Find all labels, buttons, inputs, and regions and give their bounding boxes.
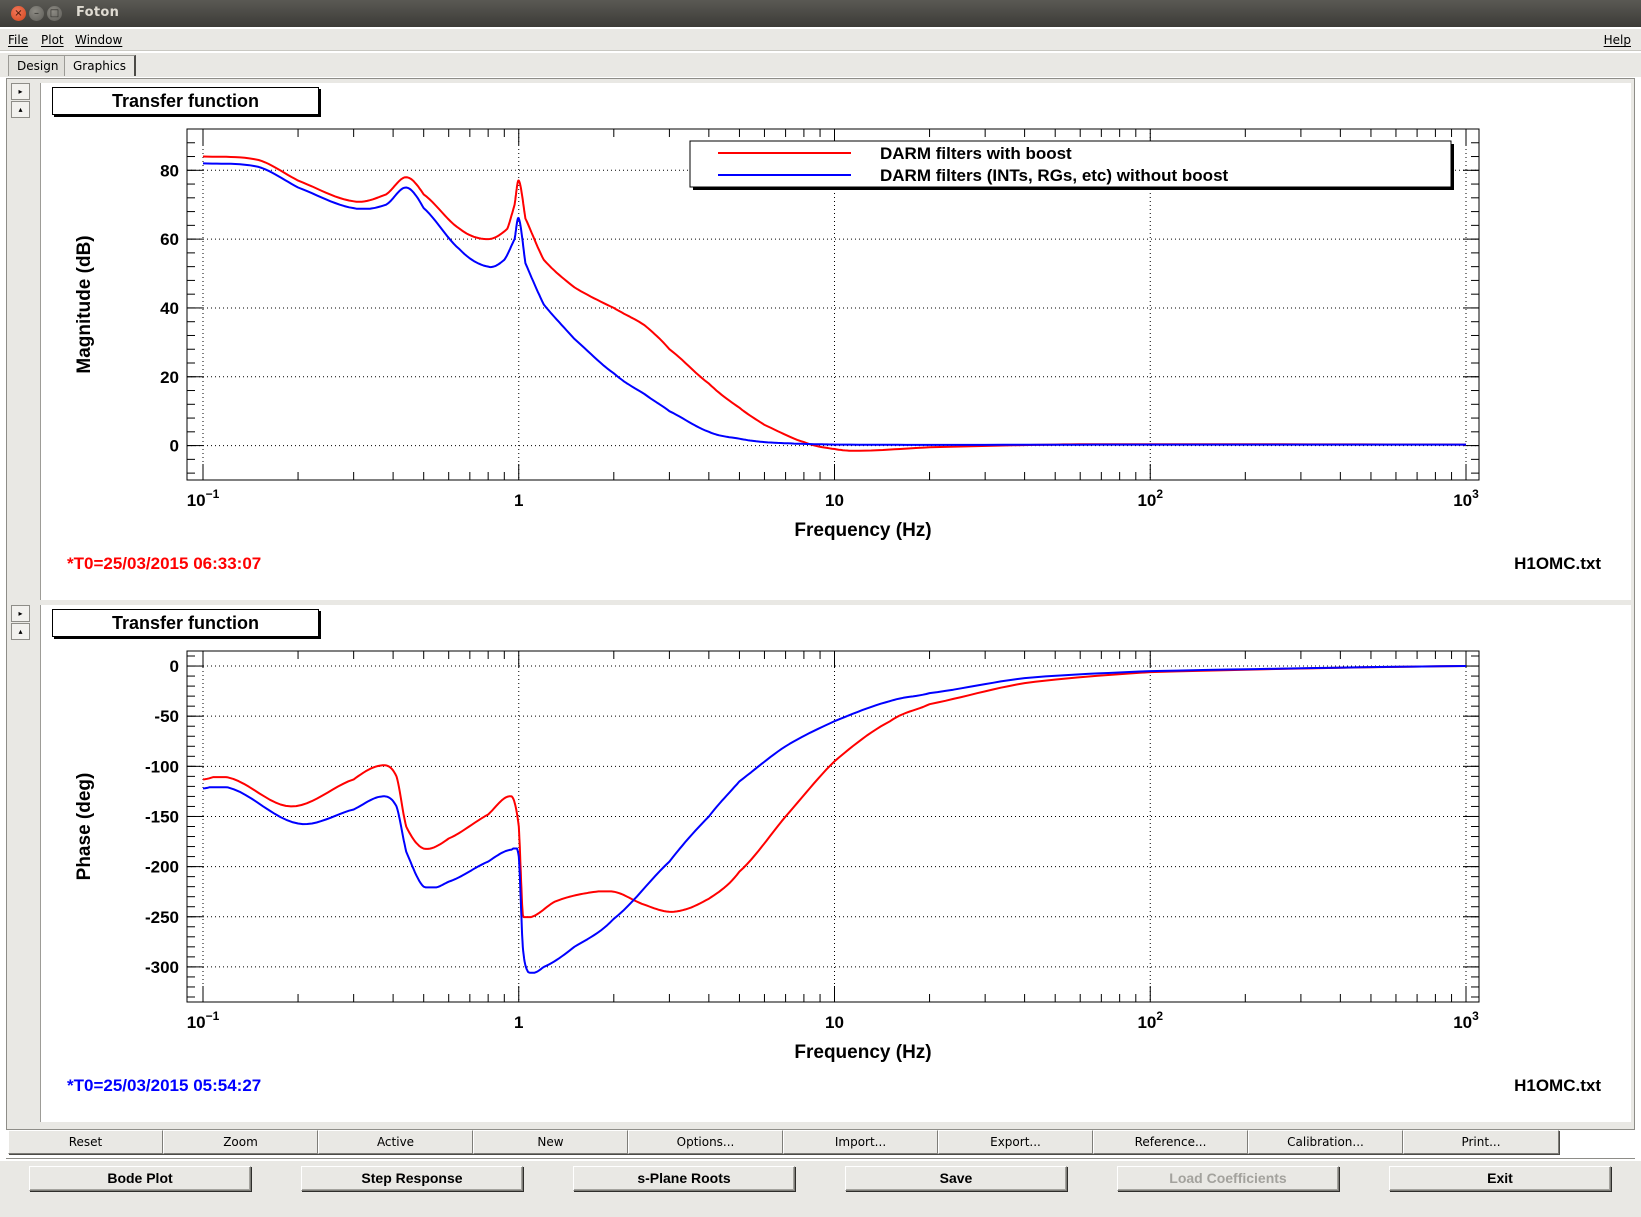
y-axis-label: Magnitude (dB) — [74, 235, 95, 373]
graphics-panel: ▸ ▴ ▸ ▴ 10−1 1 10 102 103 0 20 40 60 80 Frequency … — [6, 78, 1635, 1130]
x-tick-label: 103 — [1453, 487, 1479, 510]
graphics-toolbar: Reset Zoom Active New Options... Import.… — [8, 1130, 1633, 1155]
maximize-window-icon[interactable]: □ — [47, 6, 62, 21]
zoom-button[interactable]: Zoom — [163, 1130, 318, 1154]
x-tick-label: 10 — [825, 491, 844, 510]
x-tick-label: 1 — [514, 491, 523, 510]
series-line-without-boost — [202, 162, 1466, 446]
new-button[interactable]: New — [473, 1130, 628, 1154]
menu-plot[interactable]: Plot — [41, 33, 64, 47]
legend-entry: DARM filters with boost — [880, 144, 1072, 163]
tab-design[interactable]: Design — [8, 55, 68, 76]
magnitude-pad[interactable]: 10−1 1 10 102 103 0 20 40 60 80 Frequency (Hz) Magn… — [40, 83, 1631, 600]
export-button[interactable]: Export... — [938, 1130, 1093, 1154]
reference-button[interactable]: Reference... — [1093, 1130, 1248, 1154]
y-tick-label: 80 — [160, 161, 179, 180]
legend-entry: DARM filters (INTs, RGs, etc) without bo… — [880, 166, 1229, 185]
minimize-window-icon[interactable]: – — [29, 6, 44, 21]
options-button[interactable]: Options... — [628, 1130, 783, 1154]
save-button[interactable]: Save — [845, 1166, 1067, 1191]
x-axis-label: Frequency (Hz) — [794, 520, 931, 541]
s-plane-roots-button[interactable]: s-Plane Roots — [573, 1166, 795, 1191]
y-tick-label: 60 — [160, 230, 179, 249]
x-tick-label: 102 — [1137, 487, 1163, 510]
import-button[interactable]: Import... — [783, 1130, 938, 1154]
pad-expand-right-icon-2[interactable]: ▸ — [11, 605, 30, 622]
phase-pad-title: Transfer function — [52, 609, 319, 637]
phase-timestamp: *T0=25/03/2015 05:54:27 — [67, 1076, 262, 1095]
menu-window[interactable]: Window — [75, 33, 123, 47]
y-tick-label: -50 — [154, 707, 179, 726]
x-tick-label: 10−1 — [187, 487, 220, 510]
legend-box — [689, 140, 1452, 188]
close-window-icon[interactable]: × — [11, 6, 26, 21]
bode-plot-button[interactable]: Bode Plot — [29, 1166, 251, 1191]
y-tick-label: 0 — [170, 437, 179, 456]
tab-graphics[interactable]: Graphics — [64, 55, 136, 76]
x-tick-label: 10 — [825, 1013, 844, 1032]
phase-filename: H1OMC.txt — [1514, 1076, 1601, 1095]
tab-bar: Design Graphics — [0, 53, 1641, 77]
magnitude-pad-title: Transfer function — [52, 87, 319, 115]
y-tick-label: 40 — [160, 299, 179, 318]
menu-file[interactable]: File — [8, 33, 29, 47]
y-tick-label: 20 — [160, 368, 179, 387]
pad-collapse-up-icon-2[interactable]: ▴ — [11, 623, 30, 640]
phase-pad[interactable]: 10−1 1 10 102 103 0 -50 -100 -150 -200 -250 -300 Fre… — [40, 605, 1631, 1122]
phase-plot[interactable]: 10−1 1 10 102 103 0 -50 -100 -150 -200 -250 -300 Fre… — [41, 605, 1632, 1122]
load-coefficients-button: Load Coefficients — [1117, 1166, 1339, 1191]
x-tick-label: 1 — [514, 1013, 523, 1032]
separator — [6, 1158, 1635, 1160]
x-tick-label: 10−1 — [187, 1009, 220, 1032]
magnitude-filename: H1OMC.txt — [1514, 554, 1601, 573]
window-title: Foton — [76, 5, 120, 20]
pad-collapse-up-icon[interactable]: ▴ — [11, 101, 30, 118]
exit-button[interactable]: Exit — [1389, 1166, 1611, 1191]
series-line-without-boost — [202, 665, 1467, 974]
title-bar: × – □ Foton — [0, 0, 1641, 27]
calibration-button[interactable]: Calibration... — [1248, 1130, 1403, 1154]
pad-expand-right-icon[interactable]: ▸ — [11, 83, 30, 100]
step-response-button[interactable]: Step Response — [301, 1166, 523, 1191]
x-tick-label: 103 — [1453, 1009, 1479, 1032]
x-tick-label: 102 — [1137, 1009, 1163, 1032]
y-axis-label: Phase (deg) — [74, 773, 95, 881]
y-tick-label: -300 — [145, 958, 179, 977]
y-tick-label: -200 — [145, 858, 179, 877]
bottom-button-bar: Bode Plot Step Response s-Plane Roots Sa… — [0, 1161, 1641, 1217]
y-tick-label: -250 — [145, 908, 179, 927]
reset-button[interactable]: Reset — [8, 1130, 163, 1154]
y-tick-label: -150 — [145, 807, 179, 826]
active-button[interactable]: Active — [318, 1130, 473, 1154]
series-line-with-boost — [202, 155, 1467, 452]
magnitude-plot[interactable]: 10−1 1 10 102 103 0 20 40 60 80 Frequency (Hz) Magn… — [41, 83, 1632, 600]
x-axis-label: Frequency (Hz) — [794, 1042, 931, 1063]
menu-bar: File Plot Window Help — [0, 29, 1641, 51]
menu-help[interactable]: Help — [1603, 33, 1631, 47]
series-line-with-boost — [202, 665, 1467, 919]
magnitude-timestamp: *T0=25/03/2015 06:33:07 — [67, 554, 262, 573]
y-tick-label: -100 — [145, 757, 179, 776]
print-button[interactable]: Print... — [1403, 1130, 1559, 1154]
plot-frame — [186, 650, 1480, 1003]
y-tick-label: 0 — [170, 657, 179, 676]
